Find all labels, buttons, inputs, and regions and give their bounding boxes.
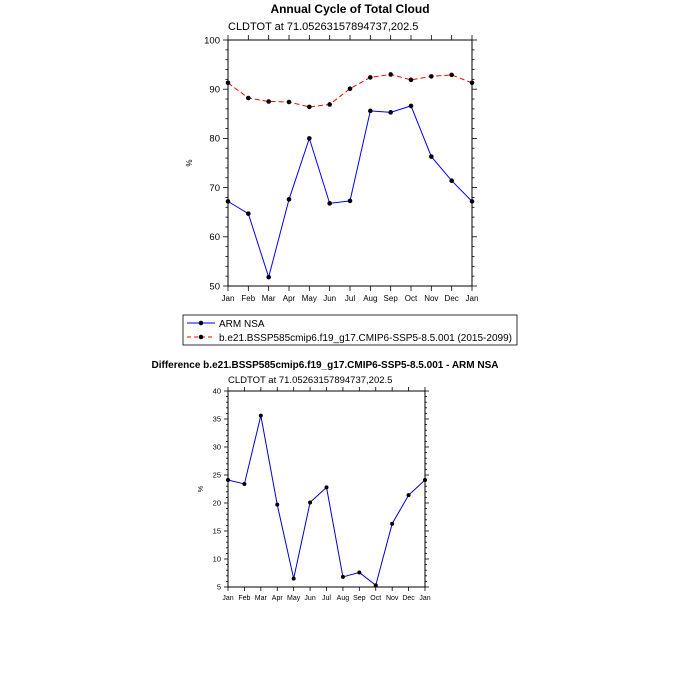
x-tick-label: Oct [370, 595, 381, 602]
y-axis-label: % [185, 159, 194, 166]
x-tick-label: Aug [363, 294, 377, 303]
plot-area: 50 60 70 80 90 100 Jan Feb Mar Apr May Jun Jul Aug Sep… [204, 35, 478, 303]
x-tick-label: Apr [272, 595, 284, 602]
data-point [327, 102, 332, 107]
data-point [226, 478, 230, 483]
y-tick-label: 25 [213, 471, 221, 480]
difference-chart-subtitle: CLDTOT at 71.05263157894737,202.5 [228, 375, 392, 386]
difference-chart: Difference b.e21.BSSP585cmip6.f19_g17.CM… [152, 360, 499, 602]
data-point [469, 199, 475, 204]
x-tick-label: Sep [353, 595, 366, 602]
data-point [286, 197, 292, 202]
x-tick-label: Apr [283, 294, 296, 303]
legend-marker-model [198, 334, 204, 340]
legend: ARM NSA b.e21.BSSP585cmip6.f19_g17.CMIP6… [182, 314, 518, 346]
x-tick-label: Feb [238, 595, 250, 602]
data-point [357, 570, 362, 575]
x-tick-label: Oct [405, 294, 418, 303]
data-point [388, 72, 393, 77]
y-tick-label: 60 [209, 232, 220, 243]
data-point [408, 103, 414, 109]
x-tick-label: Nov [386, 595, 399, 602]
data-point [307, 104, 312, 110]
y-tick-label: 15 [213, 527, 221, 536]
series-line-0 [227, 415, 426, 587]
data-point [449, 178, 454, 184]
x-tick-label: Jan [222, 294, 235, 303]
x-tick-label: Feb [241, 294, 255, 303]
data-point [368, 75, 373, 80]
difference-plot-area: 5 10 15 20 25 30 35 40 Jan Feb Mar Apr May Jun Jul Aug S… [213, 387, 431, 602]
chart-title: Annual Cycle of Total Cloud [270, 2, 429, 16]
data-point [246, 211, 251, 216]
x-tick-label: Jan [419, 595, 430, 602]
data-point [368, 108, 373, 114]
y-tick-label: 100 [204, 35, 220, 46]
x-tick-label: Dec [402, 595, 415, 602]
plot-frame [227, 39, 473, 287]
x-tick-label: Jan [466, 294, 479, 303]
data-point [266, 274, 271, 280]
x-tick-label: May [302, 294, 317, 303]
data-point [286, 99, 292, 105]
data-point [275, 502, 280, 507]
y-tick-label: 20 [213, 499, 221, 508]
data-point [388, 110, 393, 115]
data-point [408, 77, 414, 83]
data-point [308, 500, 313, 505]
data-point [406, 493, 411, 498]
legend-label-model: b.e21.BSSP585cmip6.f19_g17.CMIP6-SSP5-8.… [219, 333, 512, 344]
data-point [347, 198, 353, 204]
x-tick-label: Sep [384, 294, 399, 303]
annual-cycle-chart: Annual Cycle of Total Cloud CLDTOT at 71… [182, 2, 518, 346]
data-point [324, 485, 329, 490]
data-point [373, 583, 378, 588]
data-point [225, 199, 231, 204]
y-tick-label: 5 [217, 583, 221, 592]
data-point [225, 80, 231, 86]
data-point [449, 72, 454, 78]
y-tick-label: 40 [213, 387, 221, 396]
data-point [327, 201, 332, 206]
y-tick-label: 90 [209, 85, 220, 96]
x-tick-label: Mar [255, 595, 268, 602]
data-point [429, 154, 434, 159]
legend-box [182, 314, 518, 346]
data-point [258, 413, 263, 418]
x-tick-label: Aug [337, 595, 350, 602]
data-point [347, 86, 353, 92]
difference-y-axis-label: % [198, 486, 205, 492]
y-tick-label: 10 [213, 555, 221, 564]
legend-label-arm-nsa: ARM NSA [219, 319, 265, 330]
x-tick-label: Jun [304, 595, 315, 602]
x-tick-label: Mar [262, 294, 276, 303]
y-tick-label: 80 [209, 134, 220, 145]
y-tick-label: 35 [213, 415, 221, 424]
data-point [266, 99, 271, 104]
data-point [429, 74, 434, 79]
data-point [307, 136, 312, 141]
data-point [340, 574, 345, 579]
data-point [246, 95, 251, 101]
difference-chart-title: Difference b.e21.BSSP585cmip6.f19_g17.CM… [152, 360, 499, 371]
x-tick-label: Jul [345, 294, 355, 303]
x-tick-label: Jul [322, 595, 331, 602]
data-point [291, 576, 296, 581]
x-tick-label: May [287, 595, 301, 602]
data-point [242, 481, 247, 486]
legend-marker-arm-nsa [198, 320, 204, 326]
chart-subtitle: CLDTOT at 71.05263157894737,202.5 [228, 21, 418, 33]
data-point [390, 521, 395, 526]
x-tick-label: Jun [323, 294, 336, 303]
y-tick-label: 70 [209, 183, 220, 194]
data-point [469, 80, 475, 86]
y-tick-label: 50 [209, 281, 220, 292]
x-tick-label: Dec [445, 294, 459, 303]
x-tick-label: Nov [424, 294, 438, 303]
x-tick-label: Jan [222, 595, 233, 602]
data-point [423, 478, 427, 483]
series-line-0 [227, 105, 473, 279]
y-tick-label: 30 [213, 443, 221, 452]
